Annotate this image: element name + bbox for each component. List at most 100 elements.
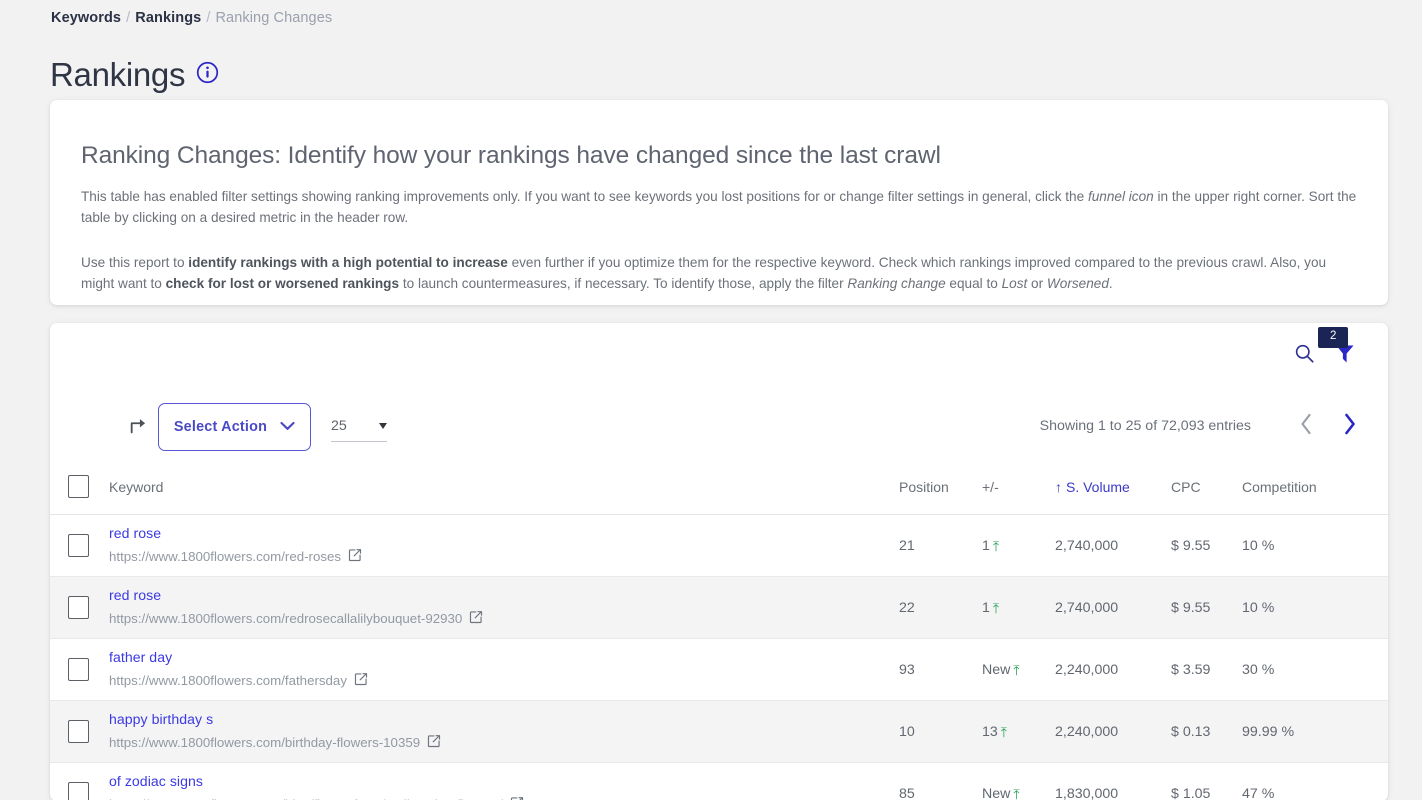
keyword-link[interactable]: father day <box>109 649 173 666</box>
row-checkbox-cell <box>50 700 109 763</box>
row-checkbox[interactable] <box>68 720 89 743</box>
search-volume-cell: 2,240,000 <box>1055 638 1171 701</box>
intro-p2-emphasis-3: Worsened <box>1046 276 1109 292</box>
keyword-cell: happy birthday s https://www.1800flowers.… <box>109 700 899 763</box>
row-checkbox[interactable] <box>68 596 89 619</box>
position-cell: 22 <box>899 576 982 639</box>
arrow-up-icon: ⤒ <box>1013 661 1020 678</box>
search-icon[interactable] <box>1293 342 1316 365</box>
caret-down-icon <box>379 423 387 429</box>
intro-p1-emphasis: funnel icon <box>1087 188 1154 204</box>
keyword-link[interactable]: of zodiac signs <box>109 773 203 790</box>
change-cell: 1 ⤒ <box>982 514 1055 577</box>
header-s-volume[interactable]: ↑ S. Volume <box>1055 468 1171 515</box>
position-cell: 21 <box>899 514 982 577</box>
table-icon-bar: 2 <box>1293 327 1356 365</box>
intro-p1-text-a: This table has enabled filter settings s… <box>81 188 1088 204</box>
competition-cell: 10 % <box>1242 514 1388 577</box>
keyword-cell: of zodiac signs https://www.1800flowers.c… <box>109 762 899 800</box>
row-checkbox-cell <box>50 576 109 639</box>
select-all-checkbox[interactable] <box>68 475 89 498</box>
search-volume-cell: 2,740,000 <box>1055 576 1171 639</box>
keyword-cell: father day https://www.1800flowers.com/fa… <box>109 638 899 701</box>
keyword-link[interactable]: happy birthday s <box>109 711 214 728</box>
position-cell: 10 <box>899 700 982 763</box>
header-s-volume-label: S. Volume <box>1066 478 1130 495</box>
table-row[interactable]: red rose https://www.1800flowers.com/red-… <box>50 514 1388 577</box>
cpc-cell: $ 0.13 <box>1171 700 1242 763</box>
row-checkbox[interactable] <box>68 534 89 557</box>
change-value: New ⤒ <box>982 785 1020 800</box>
cpc-cell: $ 3.59 <box>1171 638 1242 701</box>
competition-cell: 10 % <box>1242 576 1388 639</box>
row-checkbox-cell <box>50 762 109 800</box>
info-circle-icon[interactable] <box>196 61 219 89</box>
row-checkbox-cell <box>50 638 109 701</box>
cpc-cell: $ 9.55 <box>1171 576 1242 639</box>
intro-p2-bold-2: check for lost or worsened rankings <box>165 276 400 292</box>
position-cell: 93 <box>899 638 982 701</box>
external-link-icon[interactable] <box>348 548 362 567</box>
select-action-label: Select Action <box>173 419 268 435</box>
header-change[interactable]: +/- <box>982 468 1055 515</box>
keyword-url-link[interactable]: https://www.1800flowers.com/redrosecalla… <box>109 610 483 629</box>
cpc-cell: $ 9.55 <box>1171 514 1242 577</box>
keyword-link[interactable]: red rose <box>109 587 162 604</box>
table-row[interactable]: red rose https://www.1800flowers.com/redr… <box>50 576 1388 639</box>
intro-heading: Ranking Changes: Identify how your ranki… <box>81 142 941 170</box>
intro-paragraph-1: This table has enabled filter settings s… <box>81 186 1361 230</box>
funnel-icon[interactable]: 2 <box>1318 327 1356 365</box>
search-volume-cell: 1,830,000 <box>1055 762 1171 800</box>
intro-p1-text-b: in the upper right corner. Sort the tabl… <box>81 188 1357 226</box>
intro-p2-text-f: . <box>1108 276 1113 292</box>
table-row[interactable]: of zodiac signs https://www.1800flowers.c… <box>50 762 1388 800</box>
breadcrumb-item-rankings[interactable]: Rankings <box>135 10 202 26</box>
rankings-table-card: 2 Select Action <box>50 323 1388 800</box>
position-cell: 85 <box>899 762 982 800</box>
change-value: 1 ⤒ <box>982 599 1000 616</box>
table-toolbar: Select Action 25 Showing 1 to 25 of 72,0… <box>50 403 1388 451</box>
header-keyword[interactable]: Keyword <box>109 468 899 515</box>
row-checkbox[interactable] <box>68 782 89 800</box>
row-checkbox-cell <box>50 514 109 577</box>
intro-p2-text-e: or <box>1027 276 1047 292</box>
page-size-select[interactable]: 25 <box>331 411 387 442</box>
arrow-up-icon: ⤒ <box>992 537 1000 554</box>
arrow-up-icon: ⤒ <box>1013 785 1020 800</box>
table-row[interactable]: happy birthday s https://www.1800flowers.… <box>50 700 1388 763</box>
prev-page-button[interactable] <box>1298 411 1315 437</box>
external-link-icon[interactable] <box>469 610 483 629</box>
keyword-url-link[interactable]: https://www.1800flowers.com/birthday-flo… <box>109 734 441 753</box>
intro-p2-emphasis-1: Ranking change <box>847 276 946 292</box>
header-cpc[interactable]: CPC <box>1171 468 1242 515</box>
arrow-up-icon: ⤒ <box>992 599 1000 616</box>
table-head: Keyword Position +/- ↑ S. Volume CPC Comp… <box>50 468 1388 515</box>
external-link-icon[interactable] <box>510 796 524 800</box>
keyword-url-link[interactable]: https://www.1800flowers.com/blog/flower-… <box>109 796 524 800</box>
select-action-button[interactable]: Select Action <box>158 403 311 451</box>
keyword-url-link[interactable]: https://www.1800flowers.com/red-roses <box>109 548 362 567</box>
chevron-down-icon <box>280 419 295 435</box>
intro-card: Ranking Changes: Identify how your ranki… <box>50 100 1388 305</box>
intro-p2-emphasis-2: Lost <box>1001 276 1028 292</box>
search-volume-cell: 2,240,000 <box>1055 700 1171 763</box>
competition-cell: 99.99 % <box>1242 700 1388 763</box>
keyword-link[interactable]: red rose <box>109 525 162 542</box>
intro-p2-text-a: Use this report to <box>81 254 189 270</box>
change-cell: 1 ⤒ <box>982 576 1055 639</box>
external-link-icon[interactable] <box>427 734 441 753</box>
next-page-button[interactable] <box>1341 411 1358 437</box>
change-cell: New ⤒ <box>982 638 1055 701</box>
table-body: red rose https://www.1800flowers.com/red-… <box>50 514 1388 800</box>
header-position[interactable]: Position <box>899 468 982 515</box>
share-arrow-icon[interactable] <box>128 415 150 442</box>
external-link-icon[interactable] <box>354 672 368 691</box>
breadcrumb: Keywords / Rankings / Ranking Changes <box>51 10 332 26</box>
pagination-controls <box>1298 411 1358 437</box>
breadcrumb-item-keywords[interactable]: Keywords <box>51 10 122 26</box>
keyword-url-link[interactable]: https://www.1800flowers.com/fathersday <box>109 672 368 691</box>
table-row[interactable]: father day https://www.1800flowers.com/fa… <box>50 638 1388 701</box>
header-competition[interactable]: Competition <box>1242 468 1388 515</box>
header-select-all <box>50 468 109 515</box>
row-checkbox[interactable] <box>68 658 89 681</box>
